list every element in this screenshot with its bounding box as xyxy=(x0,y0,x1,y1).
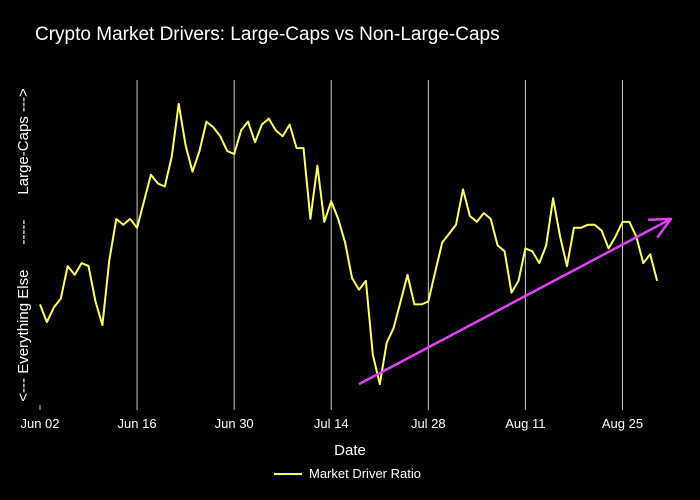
trend-arrow-line xyxy=(358,217,672,386)
legend-label: Market Driver Ratio xyxy=(309,466,421,481)
x-axis-title: Date xyxy=(334,442,366,459)
series-group xyxy=(39,102,673,386)
grid-lines xyxy=(39,80,623,410)
x-tick-labels: Jun 02 Jun 16 Jun 30 Jul 14 Jul 28 Aug 11 Aug … xyxy=(20,416,643,431)
chart-title: Crypto Market Drivers: Large-Caps vs Non… xyxy=(35,24,500,45)
series-line-market-driver-ratio xyxy=(39,102,659,386)
x-tick-label: Jun 30 xyxy=(215,416,254,431)
y-axis-title: <--- Everything Else ----- Large-Caps --… xyxy=(15,88,32,402)
trend-arrow-head xyxy=(647,217,673,238)
x-tick-label: Aug 25 xyxy=(602,416,643,431)
x-tick-label: Jun 02 xyxy=(20,416,59,431)
x-tick-label: Jul 28 xyxy=(411,416,446,431)
x-tick-label: Jul 14 xyxy=(314,416,349,431)
x-tick-label: Aug 11 xyxy=(505,416,545,431)
legend[interactable]: Market Driver Ratio xyxy=(274,466,421,481)
x-tick-label: Jun 16 xyxy=(118,416,157,431)
